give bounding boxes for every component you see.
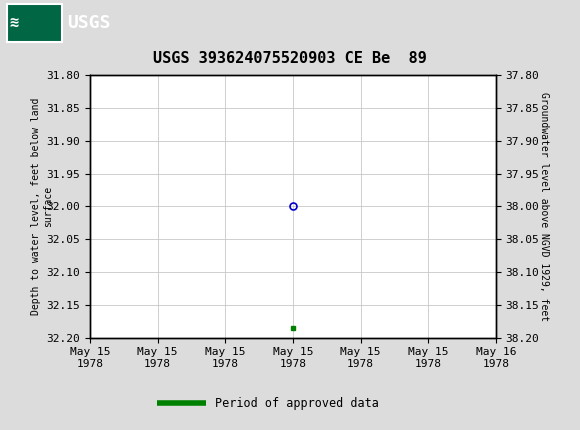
Text: USGS: USGS xyxy=(67,14,110,31)
Y-axis label: Depth to water level, feet below land
surface: Depth to water level, feet below land su… xyxy=(31,98,53,315)
FancyBboxPatch shape xyxy=(7,3,62,42)
Y-axis label: Groundwater level above NGVD 1929, feet: Groundwater level above NGVD 1929, feet xyxy=(539,92,549,321)
Text: USGS 393624075520903 CE Be  89: USGS 393624075520903 CE Be 89 xyxy=(153,51,427,66)
Text: ≋: ≋ xyxy=(9,15,19,30)
Text: Period of approved data: Period of approved data xyxy=(215,397,379,410)
